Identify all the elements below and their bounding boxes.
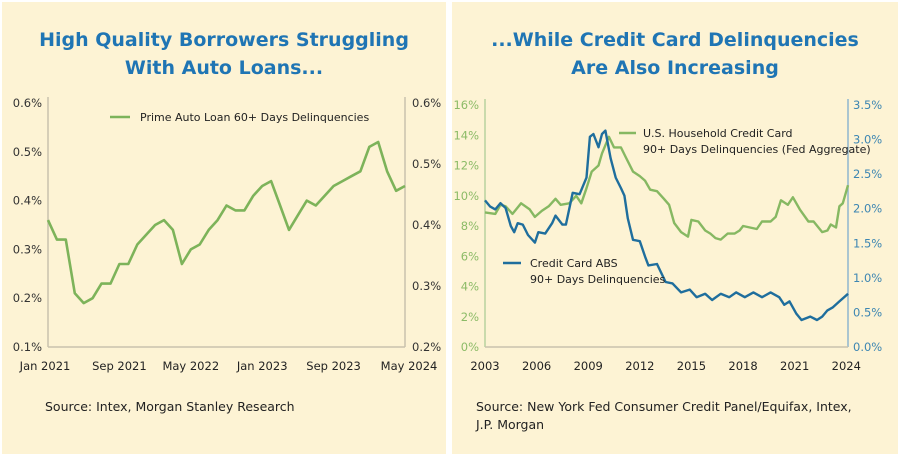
right-y-tick-label: 0.0% bbox=[853, 340, 882, 354]
right-y-tick-label: 1.5% bbox=[853, 236, 882, 250]
left-y-tick-label: 0.2% bbox=[13, 291, 42, 305]
right-y-tick-label: 0.5% bbox=[853, 305, 882, 319]
left-source: Source: Intex, Morgan Stanley Research bbox=[45, 399, 295, 414]
x-tick-label: Sep 2023 bbox=[306, 359, 361, 373]
x-tick-label: 2009 bbox=[574, 359, 603, 373]
left-y-tick-label: 2% bbox=[461, 310, 479, 324]
right-source-line-1: Source: New York Fed Consumer Credit Pan… bbox=[476, 399, 852, 414]
right-title-line-2: Are Also Increasing bbox=[571, 57, 779, 79]
legend-label-abs-line-1: Credit Card ABS bbox=[530, 257, 618, 270]
x-tick-label: 2015 bbox=[677, 359, 706, 373]
right-panel: ...While Credit Card Delinquencies Are A… bbox=[452, 2, 898, 454]
left-y-tick-label: 0.6% bbox=[13, 96, 42, 110]
left-title-line-1: High Quality Borrowers Struggling bbox=[39, 29, 409, 51]
left-title-line-2: With Auto Loans... bbox=[124, 57, 324, 79]
legend-label-household-line-1: U.S. Household Credit Card bbox=[643, 127, 793, 140]
x-tick-label: 2003 bbox=[470, 359, 499, 373]
left-y-tick-label: 0.3% bbox=[13, 242, 42, 256]
left-y-tick-label: 4% bbox=[461, 280, 479, 294]
x-tick-label: 2006 bbox=[522, 359, 551, 373]
left-y-tick-label: 0% bbox=[461, 340, 479, 354]
right-y-tick-label: 0.3% bbox=[412, 279, 441, 293]
x-tick-label: 2018 bbox=[728, 359, 757, 373]
prime-auto-loan-line bbox=[46, 140, 406, 305]
right-y-tick-label: 2.0% bbox=[853, 202, 882, 216]
left-y-tick-label: 6% bbox=[461, 249, 479, 263]
left-y-tick-label: 0.4% bbox=[13, 194, 42, 208]
right-y-tick-label: 2.5% bbox=[853, 167, 882, 181]
x-tick-label: Jan 2023 bbox=[236, 359, 288, 373]
x-tick-label: 2021 bbox=[780, 359, 809, 373]
x-tick-label: 2012 bbox=[625, 359, 654, 373]
x-tick-label: 2024 bbox=[832, 359, 861, 373]
right-source: Source: New York Fed Consumer Credit Pan… bbox=[476, 398, 852, 434]
left-chart-title: High Quality Borrowers Struggling With A… bbox=[2, 26, 446, 82]
right-y-tick-label: 0.4% bbox=[412, 218, 441, 232]
x-tick-label: Sep 2021 bbox=[92, 359, 147, 373]
right-source-line-2: J.P. Morgan bbox=[476, 417, 545, 432]
left-y-tick-label: 0.5% bbox=[13, 145, 42, 159]
right-chart-title: ...While Credit Card Delinquencies Are A… bbox=[452, 26, 898, 82]
right-y-tick-label: 3.0% bbox=[853, 133, 882, 147]
left-y-tick-label: 8% bbox=[461, 219, 479, 233]
legend-label-household-line-2: 90+ Days Delinquencies (Fed Aggregate) bbox=[643, 143, 871, 156]
left-y-tick-label: 0.1% bbox=[13, 340, 42, 354]
right-y-tick-label: 3.5% bbox=[853, 98, 882, 112]
legend-label-prime-auto: Prime Auto Loan 60+ Days Delinquencies bbox=[140, 111, 369, 124]
right-y-tick-label: 0.6% bbox=[412, 96, 441, 110]
left-y-tick-label: 10% bbox=[453, 189, 479, 203]
left-panel: High Quality Borrowers Struggling With A… bbox=[2, 2, 446, 454]
left-y-tick-label: 12% bbox=[453, 159, 479, 173]
credit-card-abs-line bbox=[484, 129, 849, 322]
left-y-tick-label: 16% bbox=[453, 98, 479, 112]
x-tick-label: Jan 2021 bbox=[19, 359, 71, 373]
x-tick-label: May 2022 bbox=[162, 359, 219, 373]
left-y-tick-label: 14% bbox=[453, 128, 479, 142]
right-y-tick-label: 0.5% bbox=[412, 157, 441, 171]
right-y-tick-label: 1.0% bbox=[853, 271, 882, 285]
right-title-line-1: ...While Credit Card Delinquencies bbox=[491, 29, 859, 51]
legend-label-abs-line-2: 90+ Days Delinquencies bbox=[530, 273, 666, 286]
right-y-tick-label: 0.2% bbox=[412, 340, 441, 354]
x-tick-label: May 2024 bbox=[381, 359, 438, 373]
